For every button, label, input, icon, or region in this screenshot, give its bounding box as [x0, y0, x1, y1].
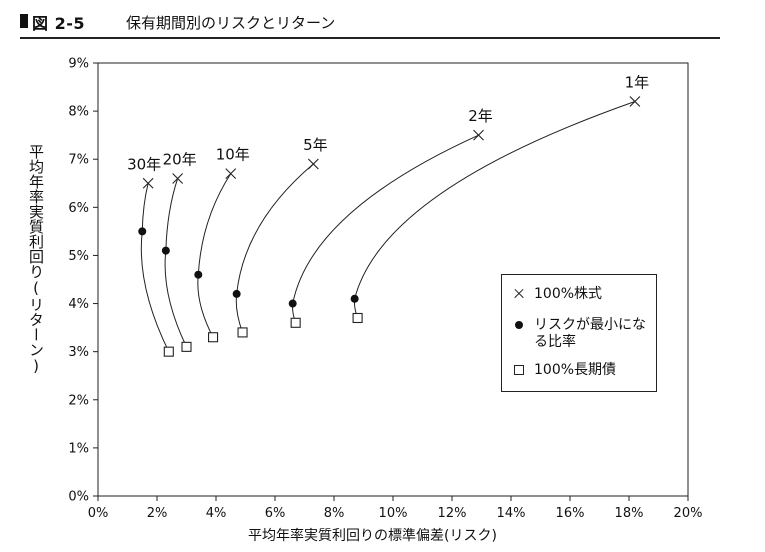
- square-icon: [512, 362, 526, 378]
- y-tick-label: 8%: [68, 105, 89, 120]
- x-tick-label: 2%: [147, 506, 168, 521]
- bond-marker: [163, 346, 174, 357]
- y-tick-label: 7%: [68, 153, 89, 168]
- stock-marker: [473, 129, 484, 141]
- series-label: 10年: [216, 146, 250, 164]
- series-label: 30年: [127, 155, 161, 173]
- data-markers: [138, 96, 641, 357]
- series-label: 5年: [303, 136, 328, 154]
- legend-item-min-risk: リスクが最小になる比率: [512, 317, 646, 351]
- figure-marker: [20, 14, 28, 28]
- y-tick-label: 4%: [68, 297, 89, 312]
- figure-title: 保有期間別のリスクとリターン: [126, 14, 336, 32]
- stock-marker-stroke: [629, 96, 641, 107]
- stock-marker-stroke: [225, 168, 237, 180]
- axes-layer: 0% 2% 4% 6% 8% 10% 12% 14% 16% 18% 20% 0% 1% 2% 3% 4% 5%…: [68, 57, 702, 522]
- bond-marker: [290, 317, 301, 328]
- x-tick-label: 0%: [88, 506, 109, 521]
- min-risk-marker: [194, 270, 203, 279]
- series-label: 1年: [625, 73, 650, 91]
- frontier-curve: [140, 183, 170, 352]
- bond-marker: [237, 327, 248, 338]
- min-risk-marker: [288, 299, 297, 308]
- x-tick-label: 20%: [674, 506, 703, 521]
- legend-label-stock: 100%株式: [534, 286, 603, 302]
- min-risk-marker: [350, 294, 359, 303]
- header-rule: [20, 37, 720, 39]
- x-tick-label: 18%: [615, 506, 644, 521]
- bond-marker: [352, 312, 363, 324]
- y-tick-label: 2%: [68, 393, 89, 408]
- frontier-curve: [235, 163, 314, 333]
- legend: 100%株式 リスクが最小になる比率 100%長期債: [501, 274, 657, 392]
- x-axis-title: 平均年率実質利回りの標準偏差(リスク): [248, 528, 497, 544]
- frontier-curve: [353, 101, 636, 319]
- y-tick-label: 5%: [68, 249, 89, 264]
- bond-marker: [181, 341, 192, 352]
- x-tick-label: 4%: [206, 506, 227, 521]
- series-label: 20年: [163, 150, 197, 168]
- min-risk-marker: [232, 289, 241, 298]
- dot-icon: [512, 317, 526, 333]
- x-tick-label: 16%: [556, 506, 585, 521]
- y-tick-label: 1%: [68, 441, 89, 456]
- stock-marker: [629, 96, 641, 107]
- series-label: 2年: [468, 107, 493, 125]
- cross-icon: [512, 286, 526, 302]
- y-tick-label: 6%: [68, 201, 89, 216]
- stock-marker-stroke: [172, 173, 184, 184]
- legend-item-stock: 100%株式: [512, 286, 602, 303]
- legend-label-min-risk: リスクが最小になる比率: [534, 317, 646, 350]
- x-tick-label: 10%: [379, 506, 408, 521]
- x-tick-label: 6%: [265, 506, 286, 521]
- stock-marker: [142, 177, 154, 189]
- y-tick-label: 0%: [68, 490, 89, 505]
- x-tick-label: 8%: [324, 506, 345, 521]
- stock-marker-stroke: [307, 158, 319, 170]
- stock-marker-stroke: [473, 129, 484, 141]
- frontier-curve: [164, 178, 187, 348]
- legend-label-bond: 100%長期債: [534, 362, 617, 378]
- y-axis-title: 平均年率実質利回り(リターン): [27, 144, 45, 375]
- figure-header: 図 2-5 保有期間別のリスクとリターン: [20, 8, 720, 40]
- x-tick-label: 12%: [438, 506, 467, 521]
- min-risk-marker: [138, 227, 147, 236]
- y-tick-label: 3%: [68, 345, 89, 360]
- stock-marker: [172, 173, 184, 184]
- figure-number: 図 2-5: [32, 14, 85, 33]
- min-risk-marker: [161, 246, 170, 255]
- y-tick-label: 9%: [68, 57, 89, 72]
- bond-marker: [208, 332, 219, 343]
- legend-item-bond: 100%長期債: [512, 362, 616, 379]
- frontier-curve: [197, 173, 232, 338]
- stock-marker: [307, 158, 319, 170]
- stock-marker-stroke: [142, 177, 154, 189]
- stock-marker: [225, 168, 237, 180]
- x-tick-label: 14%: [497, 506, 526, 521]
- frontier-curve: [292, 134, 479, 323]
